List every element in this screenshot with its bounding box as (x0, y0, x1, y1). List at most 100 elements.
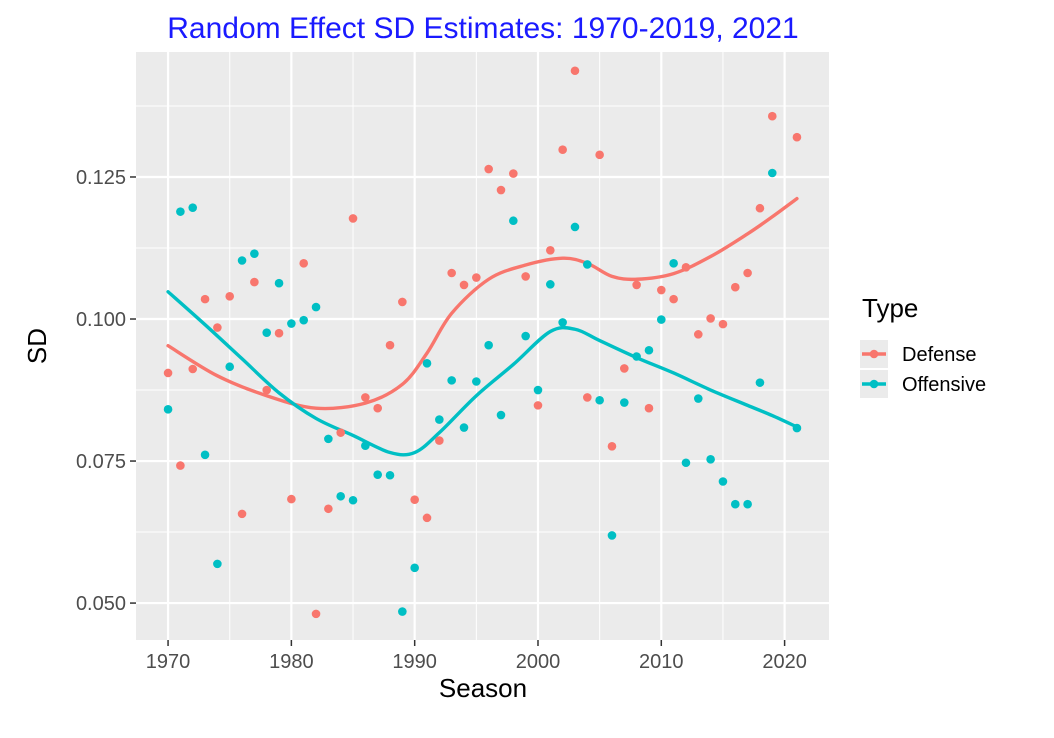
offensive-point (447, 376, 456, 385)
offensive-point (767, 168, 777, 178)
offensive-point (274, 278, 284, 288)
x-axis-title: Season (439, 673, 527, 703)
offensive-point (681, 458, 691, 468)
defense-point (200, 294, 210, 304)
offensive-point (299, 315, 309, 325)
offensive-point (200, 450, 210, 460)
defense-point (422, 513, 432, 523)
defense-point (484, 164, 493, 174)
defense-point (385, 340, 395, 350)
legend-key-point (869, 349, 879, 359)
defense-point (681, 263, 691, 272)
legend-title: Type (862, 293, 918, 323)
defense-point (656, 285, 666, 295)
defense-point (287, 494, 296, 504)
offensive-point (496, 410, 506, 420)
defense-point (644, 403, 654, 413)
defense-point (274, 328, 284, 338)
data-points (163, 66, 802, 619)
offensive-point (410, 563, 419, 573)
defense-point (755, 203, 765, 213)
offensive-point (398, 607, 407, 616)
defense-point (669, 294, 678, 304)
x-tick-label: 1970 (146, 651, 191, 673)
y-tick-label: 0.075 (76, 451, 126, 473)
offensive-point (188, 203, 198, 212)
defense-point (459, 280, 469, 290)
defense-point (632, 280, 641, 290)
offensive-smooth-line (166, 290, 799, 457)
defense-point (718, 319, 728, 329)
defense-point (447, 268, 456, 278)
offensive-point (373, 470, 382, 479)
offensive-point (385, 470, 395, 480)
defense-point (311, 609, 321, 619)
defense-point (767, 111, 777, 121)
offensive-point (632, 352, 641, 361)
x-tick-label: 1990 (392, 651, 437, 673)
offensive-point (237, 256, 247, 265)
offensive-point (472, 377, 481, 386)
offensive-point (620, 398, 629, 407)
x-tick-label: 2000 (516, 651, 561, 673)
defense-point (435, 436, 444, 445)
x-axis: 1970 1980 1990 2000 2010 2020 (146, 640, 807, 673)
defense-point (583, 393, 592, 402)
smooth-lines (166, 196, 799, 457)
defense-point (509, 169, 518, 178)
legend-label-offensive: Offensive (902, 374, 986, 396)
offensive-point (546, 280, 555, 289)
offensive-point (336, 491, 345, 501)
defense-point (595, 150, 604, 160)
offensive-point (163, 405, 173, 414)
offensive-point (422, 359, 432, 368)
defense-point (348, 214, 358, 223)
offensive-point (250, 249, 259, 258)
defense-point (373, 403, 382, 413)
defense-point (163, 368, 173, 378)
defense-point (558, 145, 567, 155)
x-tick-label: 1980 (269, 651, 314, 673)
x-tick-label: 2010 (639, 651, 684, 673)
offensive-point (311, 302, 321, 312)
defense-point (225, 291, 235, 301)
offensive-point (656, 315, 666, 324)
offensive-point (176, 207, 185, 216)
major-gridlines (136, 52, 829, 640)
offensive-point (644, 345, 654, 355)
defense-smooth-line (166, 196, 799, 411)
defense-point (743, 268, 752, 278)
offensive-point (730, 499, 740, 509)
y-tick-label: 0.125 (76, 167, 126, 189)
offensive-point (361, 441, 370, 451)
plot-panel (136, 52, 829, 640)
defense-point (237, 509, 247, 519)
offensive-point (262, 328, 272, 337)
offensive-point (348, 495, 358, 505)
offensive-point (669, 259, 678, 268)
defense-point (620, 364, 629, 373)
defense-point (213, 323, 222, 332)
defense-point (730, 282, 740, 292)
y-tick-label: 0.050 (76, 593, 126, 615)
defense-point (250, 277, 259, 287)
defense-point (706, 314, 715, 323)
defense-point (472, 273, 481, 282)
legend-key-offensive (860, 370, 888, 398)
y-tick-label: 0.100 (76, 309, 126, 331)
offensive-point (718, 477, 728, 486)
legend: Type Defense Offensive (860, 293, 986, 398)
x-tick-label: 2020 (762, 651, 807, 673)
offensive-point (435, 415, 444, 424)
offensive-point (570, 222, 580, 232)
offensive-point (459, 423, 469, 432)
defense-point (398, 297, 407, 307)
defense-point (410, 495, 419, 504)
legend-key-defense (860, 340, 888, 368)
defense-point (336, 428, 345, 437)
defense-point (299, 259, 309, 268)
defense-point (693, 330, 703, 339)
defense-point (496, 185, 506, 195)
offensive-point (558, 318, 567, 327)
